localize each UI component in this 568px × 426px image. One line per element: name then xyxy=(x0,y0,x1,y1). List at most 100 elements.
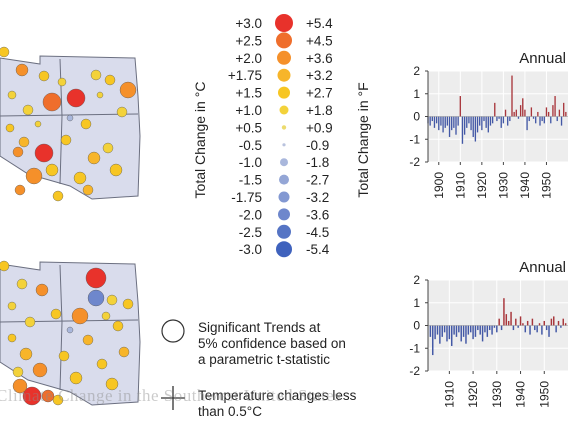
y-tick-label: -1 xyxy=(409,132,420,146)
bar xyxy=(517,325,519,328)
bar xyxy=(503,298,505,326)
bar xyxy=(462,325,465,337)
bar xyxy=(479,116,481,126)
bar xyxy=(438,116,440,131)
legend-swatch xyxy=(278,191,290,203)
legend-swatch xyxy=(275,14,293,32)
bar xyxy=(440,116,442,126)
bar xyxy=(522,98,524,117)
bar xyxy=(494,102,496,117)
bar xyxy=(565,111,567,117)
legend-celsius-label: -2.0 xyxy=(239,207,262,222)
station-dot xyxy=(82,334,94,346)
y-tick-label: -1 xyxy=(409,341,420,355)
bar xyxy=(453,116,455,128)
bar xyxy=(557,320,560,326)
bar xyxy=(526,320,529,326)
bar xyxy=(453,325,455,335)
station-dot xyxy=(5,123,15,133)
station-dot xyxy=(57,77,67,87)
bar xyxy=(564,323,567,326)
bar xyxy=(536,325,538,333)
station-dot xyxy=(60,134,72,146)
station-dot xyxy=(90,69,102,81)
bar xyxy=(510,311,512,326)
bar xyxy=(529,325,531,335)
bar xyxy=(485,116,487,128)
bar xyxy=(500,116,502,128)
station-dot xyxy=(66,88,86,108)
station-dot xyxy=(19,347,33,361)
legend-swatch xyxy=(277,50,291,65)
annual-chart-bottom: -2 -1 0 1 2 1910 1920 1930 1940 1950 Annual xyxy=(409,259,568,408)
bar xyxy=(512,325,515,331)
small-change-plus-icon xyxy=(161,386,185,410)
station-dot xyxy=(73,171,87,185)
bar xyxy=(429,116,431,126)
x-tick-label: 1950 xyxy=(539,172,553,199)
station-dot xyxy=(18,136,30,148)
bar xyxy=(472,325,474,340)
legend-fahrenheit-label: +0.9 xyxy=(306,120,333,135)
bar xyxy=(545,325,548,331)
y-tick-label: -2 xyxy=(409,364,420,378)
bar xyxy=(461,116,464,144)
y-tick-label: 2 xyxy=(413,64,420,78)
bar xyxy=(558,109,561,117)
legend-celsius-label: -1.5 xyxy=(239,173,262,188)
x-tick-label: 1950 xyxy=(537,381,551,408)
station-dot xyxy=(7,301,17,311)
legend-swatch xyxy=(279,105,289,115)
bar xyxy=(543,320,546,326)
legend-celsius-label: -1.0 xyxy=(239,155,262,170)
bar xyxy=(519,105,522,117)
chart-title: Annual xyxy=(519,259,566,276)
x-tick-label: 1910 xyxy=(453,172,467,199)
bar xyxy=(526,116,528,131)
y-tick-label: 0 xyxy=(413,319,420,333)
legend-celsius-label: -2.5 xyxy=(239,225,262,240)
bar xyxy=(481,325,484,342)
celsius-axis-label: Total Change in °C xyxy=(192,82,208,199)
bar xyxy=(434,325,436,340)
map-top-annual xyxy=(0,46,141,202)
legend-swatch xyxy=(280,158,288,167)
bar xyxy=(537,111,539,117)
bar xyxy=(498,318,500,326)
station-dot xyxy=(101,311,111,321)
station-dot xyxy=(52,394,64,406)
legend-celsius-label: +1.5 xyxy=(235,86,262,101)
legend-swatch xyxy=(277,68,291,82)
bar xyxy=(448,325,451,340)
bar xyxy=(435,116,438,124)
legend-fahrenheit-label: +5.4 xyxy=(306,16,333,31)
station-dot xyxy=(12,366,24,378)
y-tick-label: -2 xyxy=(409,155,420,169)
bar xyxy=(479,325,481,335)
bar xyxy=(538,323,541,326)
station-dot xyxy=(106,294,118,306)
legend-fahrenheit-label: -3.6 xyxy=(306,207,329,222)
bar xyxy=(500,325,503,331)
station-dot xyxy=(96,91,104,99)
bar xyxy=(442,116,444,133)
bar xyxy=(488,325,491,331)
station-dot xyxy=(96,358,108,370)
x-tick-label: 1920 xyxy=(466,381,480,408)
bar xyxy=(467,325,470,335)
station-dot xyxy=(41,389,55,403)
station-dot xyxy=(0,260,10,272)
legend-swatch xyxy=(278,208,290,221)
station-dot xyxy=(122,298,134,310)
station-dot xyxy=(42,92,62,112)
legend-fahrenheit-label: +1.8 xyxy=(306,103,333,118)
station-dot xyxy=(7,333,17,343)
station-dot xyxy=(0,46,10,58)
station-dot xyxy=(82,184,94,196)
bar xyxy=(555,325,557,333)
legend-swatch xyxy=(276,32,292,49)
bar xyxy=(477,325,479,331)
station-dot xyxy=(12,146,24,158)
bar xyxy=(524,325,527,333)
